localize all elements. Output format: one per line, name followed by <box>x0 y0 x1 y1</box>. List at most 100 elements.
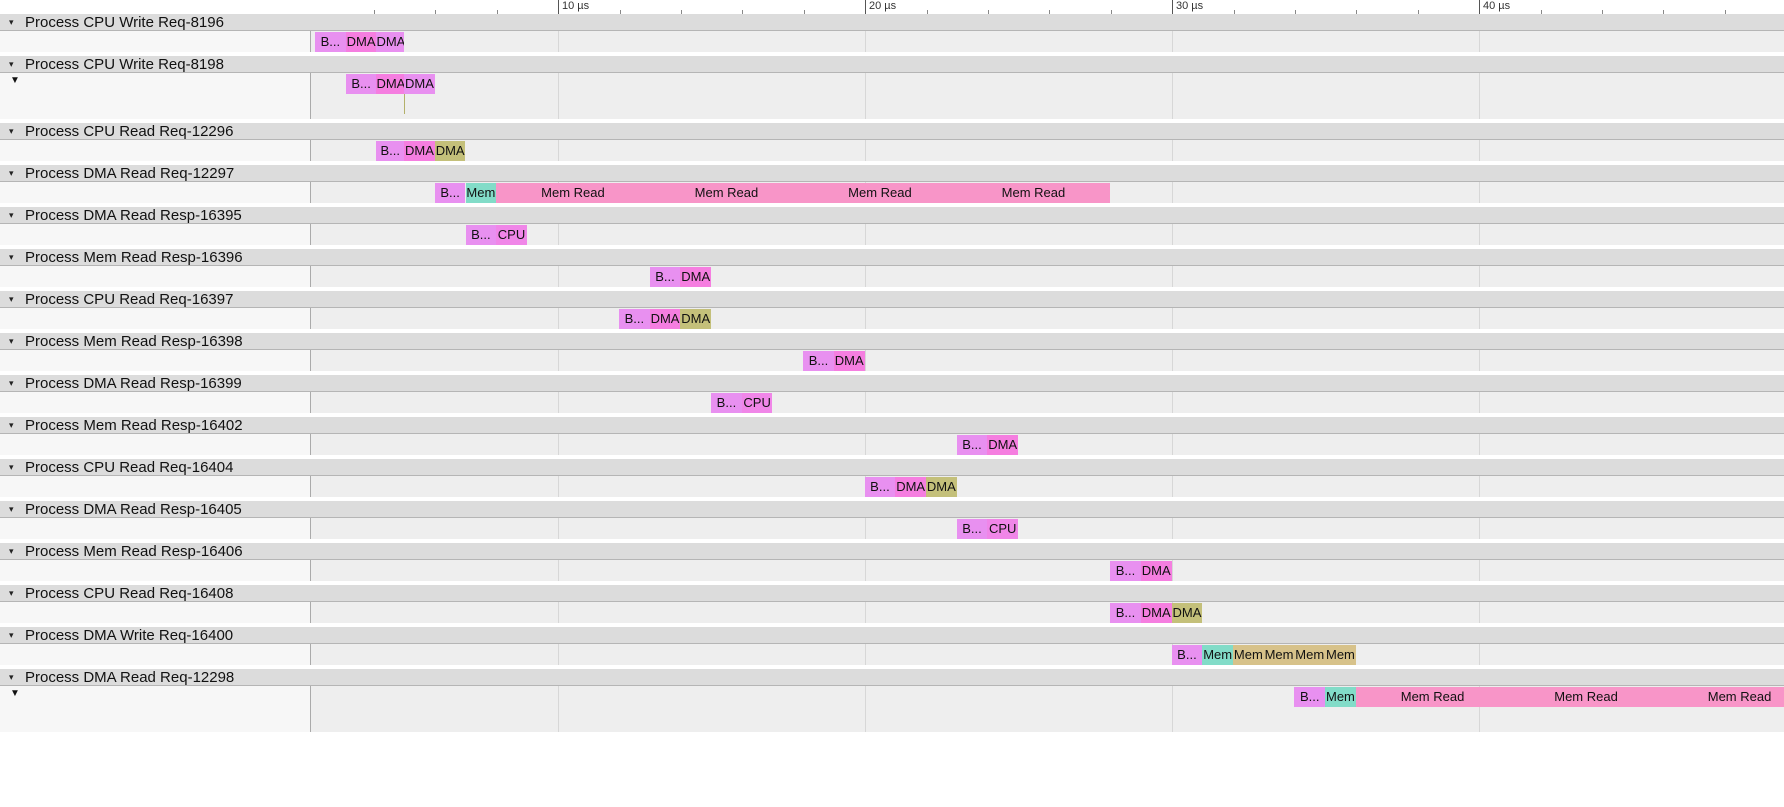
trace-slice[interactable]: Mem <box>1325 687 1356 707</box>
collapse-triangle-icon[interactable]: ▾ <box>9 588 14 598</box>
track-header[interactable]: ▾ Process CPU Write Req-8196 <box>0 14 1784 31</box>
collapse-triangle-icon[interactable]: ▾ <box>9 126 14 136</box>
collapse-triangle-icon[interactable]: ▾ <box>9 252 14 262</box>
trace-slice[interactable]: Mem Read <box>1509 687 1663 707</box>
trace-slice[interactable]: DMA <box>680 309 712 329</box>
trace-slice[interactable]: B... <box>315 32 346 52</box>
trace-slice[interactable]: DMA <box>649 309 681 329</box>
trace-slice[interactable]: Mem Read <box>803 183 957 203</box>
trace-slice[interactable]: DMA <box>345 32 377 52</box>
track-header[interactable]: ▾ Process Mem Read Resp-16406 <box>0 543 1784 560</box>
trace-slice[interactable]: Mem Read <box>496 183 650 203</box>
trace-slice[interactable]: Mem <box>1233 645 1264 665</box>
track-body[interactable] <box>311 518 1784 539</box>
collapse-triangle-icon[interactable]: ▾ <box>9 546 14 556</box>
trace-slice[interactable]: CPU <box>741 393 773 413</box>
collapse-triangle-icon[interactable]: ▾ <box>9 462 14 472</box>
trace-slice[interactable]: Mem Read <box>1355 687 1510 707</box>
track-header[interactable]: ▾ Process CPU Read Req-16397 <box>0 291 1784 308</box>
collapse-triangle-icon[interactable]: ▾ <box>9 378 14 388</box>
trace-slice[interactable]: Mem <box>1325 645 1356 665</box>
trace-slice[interactable]: DMA <box>895 477 926 497</box>
trace-slice[interactable]: B... <box>434 183 466 203</box>
track-header[interactable]: ▾ Process CPU Write Req-8198 <box>0 56 1784 73</box>
track-header[interactable]: ▾ Process DMA Read Resp-16399 <box>0 375 1784 392</box>
trace-slice[interactable]: DMA <box>680 267 712 287</box>
track-title: Process DMA Read Resp-16405 <box>25 501 242 518</box>
trace-slice[interactable]: B... <box>1110 561 1141 581</box>
trace-slice[interactable]: B... <box>1110 603 1141 623</box>
track-body[interactable] <box>311 266 1784 287</box>
trace-slice[interactable]: DMA <box>1171 603 1203 623</box>
trace-slice[interactable]: DMA <box>434 141 466 161</box>
trace-slice[interactable]: CPU <box>987 519 1019 539</box>
trace-slice[interactable]: B... <box>376 141 405 161</box>
collapse-triangle-icon[interactable]: ▾ <box>9 420 14 430</box>
track-header[interactable]: ▾ Process DMA Write Req-16400 <box>0 627 1784 644</box>
trace-slice[interactable]: DMA <box>376 32 405 52</box>
trace-slice[interactable]: DMA <box>404 141 435 161</box>
track-header[interactable]: ▾ Process CPU Read Req-12296 <box>0 123 1784 140</box>
trace-slice[interactable]: DMA <box>1140 561 1172 581</box>
trace-slice[interactable]: B... <box>956 435 988 455</box>
track-body[interactable] <box>311 308 1784 329</box>
track-body[interactable] <box>311 476 1784 497</box>
trace-slice[interactable]: DMA <box>833 351 865 371</box>
trace-slice[interactable]: DMA <box>987 435 1019 455</box>
collapse-triangle-icon[interactable]: ▾ <box>9 168 14 178</box>
trace-slice[interactable]: Mem Read <box>956 183 1111 203</box>
trace-slice[interactable]: B... <box>803 351 834 371</box>
trace-slice[interactable]: Mem Read <box>649 183 804 203</box>
trace-slice[interactable]: Mem <box>465 183 497 203</box>
collapse-triangle-icon[interactable]: ▾ <box>9 210 14 220</box>
trace-slice[interactable]: DMA <box>404 74 435 94</box>
track-header[interactable]: ▾ Process CPU Read Req-16404 <box>0 459 1784 476</box>
trace-slice[interactable]: B... <box>864 477 896 497</box>
trace-slice[interactable]: Mem Read <box>1662 687 1784 707</box>
trace-slice[interactable]: B... <box>649 267 681 287</box>
track-header[interactable]: ▾ Process DMA Read Resp-16405 <box>0 501 1784 518</box>
trace-slice[interactable]: CPU <box>496 225 527 245</box>
track-body[interactable] <box>311 644 1784 665</box>
trace-slice[interactable]: DMA <box>376 74 405 94</box>
track-body[interactable] <box>311 434 1784 455</box>
track-body[interactable] <box>311 73 1784 119</box>
trace-slice[interactable]: B... <box>956 519 988 539</box>
trace-slice[interactable]: B... <box>619 309 650 329</box>
track-header[interactable]: ▾ Process Mem Read Resp-16402 <box>0 417 1784 434</box>
track-body[interactable] <box>311 392 1784 413</box>
trace-slice[interactable]: B... <box>1171 645 1203 665</box>
track-body[interactable] <box>311 140 1784 161</box>
trace-slice[interactable]: Mem <box>1263 645 1295 665</box>
track-body[interactable] <box>311 224 1784 245</box>
time-ruler[interactable]: 10 µs 20 µs 30 µs 40 µs <box>0 0 1784 14</box>
track-body[interactable] <box>311 560 1784 581</box>
expand-thread-icon[interactable]: ▼ <box>10 75 20 86</box>
track-body[interactable] <box>311 602 1784 623</box>
expand-thread-icon[interactable]: ▼ <box>10 688 20 699</box>
track-header[interactable]: ▾ Process Mem Read Resp-16398 <box>0 333 1784 350</box>
collapse-triangle-icon[interactable]: ▾ <box>9 17 14 27</box>
track-header[interactable]: ▾ Process Mem Read Resp-16396 <box>0 249 1784 266</box>
collapse-triangle-icon[interactable]: ▾ <box>9 630 14 640</box>
trace-slice[interactable]: B... <box>1294 687 1326 707</box>
trace-slice[interactable]: B... <box>465 225 497 245</box>
collapse-triangle-icon[interactable]: ▾ <box>9 504 14 514</box>
track-body[interactable] <box>311 350 1784 371</box>
track-header[interactable]: ▾ Process DMA Read Resp-16395 <box>0 207 1784 224</box>
trace-slice[interactable]: B... <box>345 74 377 94</box>
track-body[interactable] <box>311 31 1784 52</box>
trace-slice[interactable]: DMA <box>1140 603 1172 623</box>
track-header[interactable]: ▾ Process DMA Read Req-12298 <box>0 669 1784 686</box>
collapse-triangle-icon[interactable]: ▾ <box>9 294 14 304</box>
collapse-triangle-icon[interactable]: ▾ <box>9 672 14 682</box>
trace-slice[interactable]: Mem <box>1202 645 1233 665</box>
track-header[interactable]: ▾ Process CPU Read Req-16408 <box>0 585 1784 602</box>
collapse-triangle-icon[interactable]: ▾ <box>9 59 14 69</box>
collapse-triangle-icon[interactable]: ▾ <box>9 336 14 346</box>
track-header[interactable]: ▾ Process DMA Read Req-12297 <box>0 165 1784 182</box>
trace-slice[interactable]: B... <box>711 393 742 413</box>
trace-slice[interactable]: Mem <box>1294 645 1326 665</box>
trace-slice[interactable]: DMA <box>926 477 957 497</box>
